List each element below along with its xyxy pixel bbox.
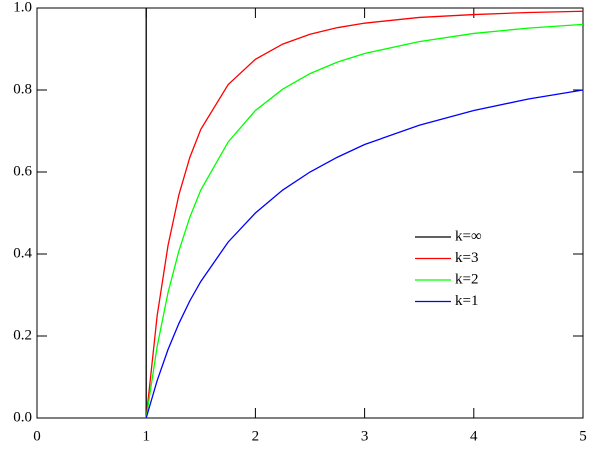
y-tick-label: 0.2 — [13, 327, 32, 343]
y-tick-label: 0.4 — [13, 245, 32, 261]
series-line — [145, 23, 584, 419]
x-tick-label: 0 — [33, 428, 41, 444]
legend-label: k=3 — [455, 250, 478, 266]
x-tick-label: 5 — [579, 428, 587, 444]
x-tick-label: 1 — [142, 428, 150, 444]
series-line — [145, 89, 584, 419]
legend-label: k=2 — [455, 271, 478, 287]
x-tick-label: 3 — [361, 428, 369, 444]
legend-label: k=1 — [455, 293, 478, 309]
y-tick-label: 0.8 — [13, 81, 32, 97]
series-line — [145, 10, 584, 419]
x-tick-label: 4 — [470, 428, 478, 444]
y-tick-label: 0.6 — [13, 163, 32, 179]
legend-label: k=∞ — [455, 228, 482, 244]
y-tick-label: 0.0 — [13, 409, 32, 425]
y-tick-label: 1.0 — [13, 0, 32, 15]
x-tick-label: 2 — [252, 428, 260, 444]
plot-frame — [36, 7, 584, 419]
